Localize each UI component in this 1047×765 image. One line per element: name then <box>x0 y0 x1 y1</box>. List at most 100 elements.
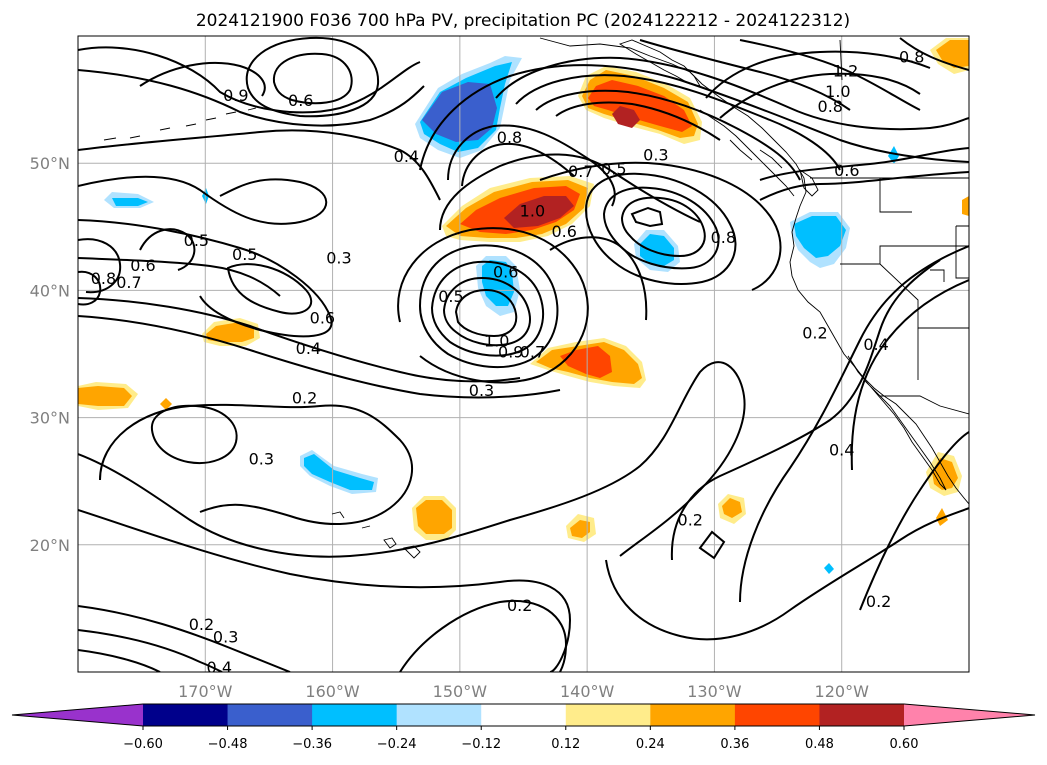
colorbar-tick-label: 0.48 <box>805 737 834 752</box>
contour-label: 0.5 <box>601 160 626 179</box>
contour-label: 0.2 <box>866 592 891 611</box>
lon-tick-label: 150°W <box>433 682 488 701</box>
contour-line <box>399 599 568 672</box>
lon-tick-label: 170°W <box>178 682 233 701</box>
map-background <box>78 36 969 672</box>
shade-pos-small-west <box>160 398 172 410</box>
contour-label: 0.4 <box>296 339 321 358</box>
contour-label: 0.2 <box>507 596 532 615</box>
contour-line <box>430 260 544 357</box>
contour-label: 0.7 <box>568 162 593 181</box>
contour-line <box>605 507 969 641</box>
colorbar-segment <box>650 704 736 726</box>
lat-tick-label: 50°N <box>30 154 70 173</box>
contour-label: 0.7 <box>116 273 141 292</box>
lat-tick-label: 20°N <box>30 536 70 555</box>
contour-line <box>759 171 969 201</box>
lon-tick-label: 140°W <box>560 682 615 701</box>
colorbar-tick-label: 0.24 <box>636 737 665 752</box>
contour-label: 0.8 <box>899 48 924 67</box>
contour-line <box>639 39 851 111</box>
contour-label: 0.8 <box>497 128 522 147</box>
coastline-hawaii <box>331 511 421 559</box>
contour-line <box>549 236 648 321</box>
colorbar-tick-label: −0.48 <box>208 737 248 752</box>
lon-tick-label: 130°W <box>687 682 742 701</box>
colorbar-tick-label: −0.24 <box>377 737 417 752</box>
shade-pos-west-35n-core <box>206 322 254 342</box>
contour-line <box>397 227 589 384</box>
contour-label: 0.4 <box>207 658 232 677</box>
border-state-wy <box>955 225 969 279</box>
contour-line <box>78 238 122 294</box>
contour-label: 0.7 <box>520 343 545 362</box>
coastline-aleutians <box>103 107 257 141</box>
contour-label: 0.2 <box>678 511 703 530</box>
contour-line <box>78 605 291 672</box>
contour-line <box>539 161 782 291</box>
contour-line <box>535 89 801 181</box>
shade-pos-central-south-high <box>560 346 612 378</box>
contour-line <box>515 74 841 171</box>
contour-line <box>78 629 223 672</box>
contour-label: 0.6 <box>834 161 859 180</box>
colorbar-extend-low <box>12 704 143 726</box>
contour-label: 0.4 <box>829 441 854 460</box>
colorbar-extend-high <box>904 704 1035 726</box>
coastline-baja <box>847 355 947 491</box>
contour-label: 0.3 <box>213 628 238 647</box>
contour-line <box>620 196 706 258</box>
shade-neg-central-core <box>482 260 514 306</box>
contour-label: 0.9 <box>223 86 248 105</box>
border-state-ca-nv <box>840 245 969 265</box>
shade-pos-south-20n-core <box>570 520 590 538</box>
contour-line <box>78 297 521 383</box>
contour-label: 0.6 <box>288 91 313 110</box>
contour-labels: 0.9 0.60.40.80.7 0.50.31.00.6 0.81.21.00.80… <box>91 48 925 677</box>
contour-line <box>78 270 102 306</box>
coastline-north-america <box>539 37 969 505</box>
shade-pos-south-22n-core <box>416 500 452 534</box>
coastline-alaska-islands <box>618 39 701 87</box>
contour-line <box>245 36 380 118</box>
axis-ticks: 50°N 40°N 30°N 20°N 170°W 160°W 150°W 140°W 130°… <box>30 154 869 701</box>
contour-label: 0.6 <box>493 263 518 282</box>
colorbar-segment <box>819 704 905 726</box>
contour-label: 0.2 <box>802 324 827 343</box>
border-state-nv-az <box>879 263 969 329</box>
colorbar-tick-label: 0.36 <box>720 737 749 752</box>
border-alaska-canada <box>839 39 843 81</box>
contour-line <box>78 509 572 672</box>
contour-label: 0.3 <box>326 249 351 268</box>
colorbar-tick-label: 0.12 <box>551 737 580 752</box>
map-gridlines <box>78 36 969 672</box>
contour-line <box>461 142 575 187</box>
shade-pos-small-baja <box>936 508 948 526</box>
contour-label: 0.8 <box>711 228 736 247</box>
border-state-az-nm <box>917 269 945 380</box>
contour-line <box>899 37 969 71</box>
colorbar-segment <box>396 704 482 726</box>
shade-neg-coast-core <box>794 216 846 258</box>
shade-pos-ne-corner-core <box>936 40 969 68</box>
contour-line <box>739 39 921 111</box>
colorbar-segment <box>312 704 398 726</box>
contour-label: 0.5 <box>438 287 463 306</box>
contour-line <box>439 153 701 231</box>
contour-label: 0.3 <box>469 381 494 400</box>
coastline-panhandle <box>699 109 795 197</box>
lat-tick-label: 30°N <box>30 409 70 428</box>
lat-tick-label: 40°N <box>30 281 70 300</box>
contour-label: 0.6 <box>310 308 335 327</box>
contour-line <box>78 69 425 127</box>
contour-line <box>495 56 969 131</box>
shade-neg-small-c <box>824 563 834 574</box>
contour-label: 0.9 <box>498 343 523 362</box>
contour-label: 0.6 <box>552 222 577 241</box>
colorbar-tick-label: 0.60 <box>890 737 919 752</box>
contour-line <box>850 279 969 471</box>
colorbar-segment <box>227 704 313 726</box>
contour-line <box>759 147 969 181</box>
colorbar-segment <box>143 704 229 726</box>
